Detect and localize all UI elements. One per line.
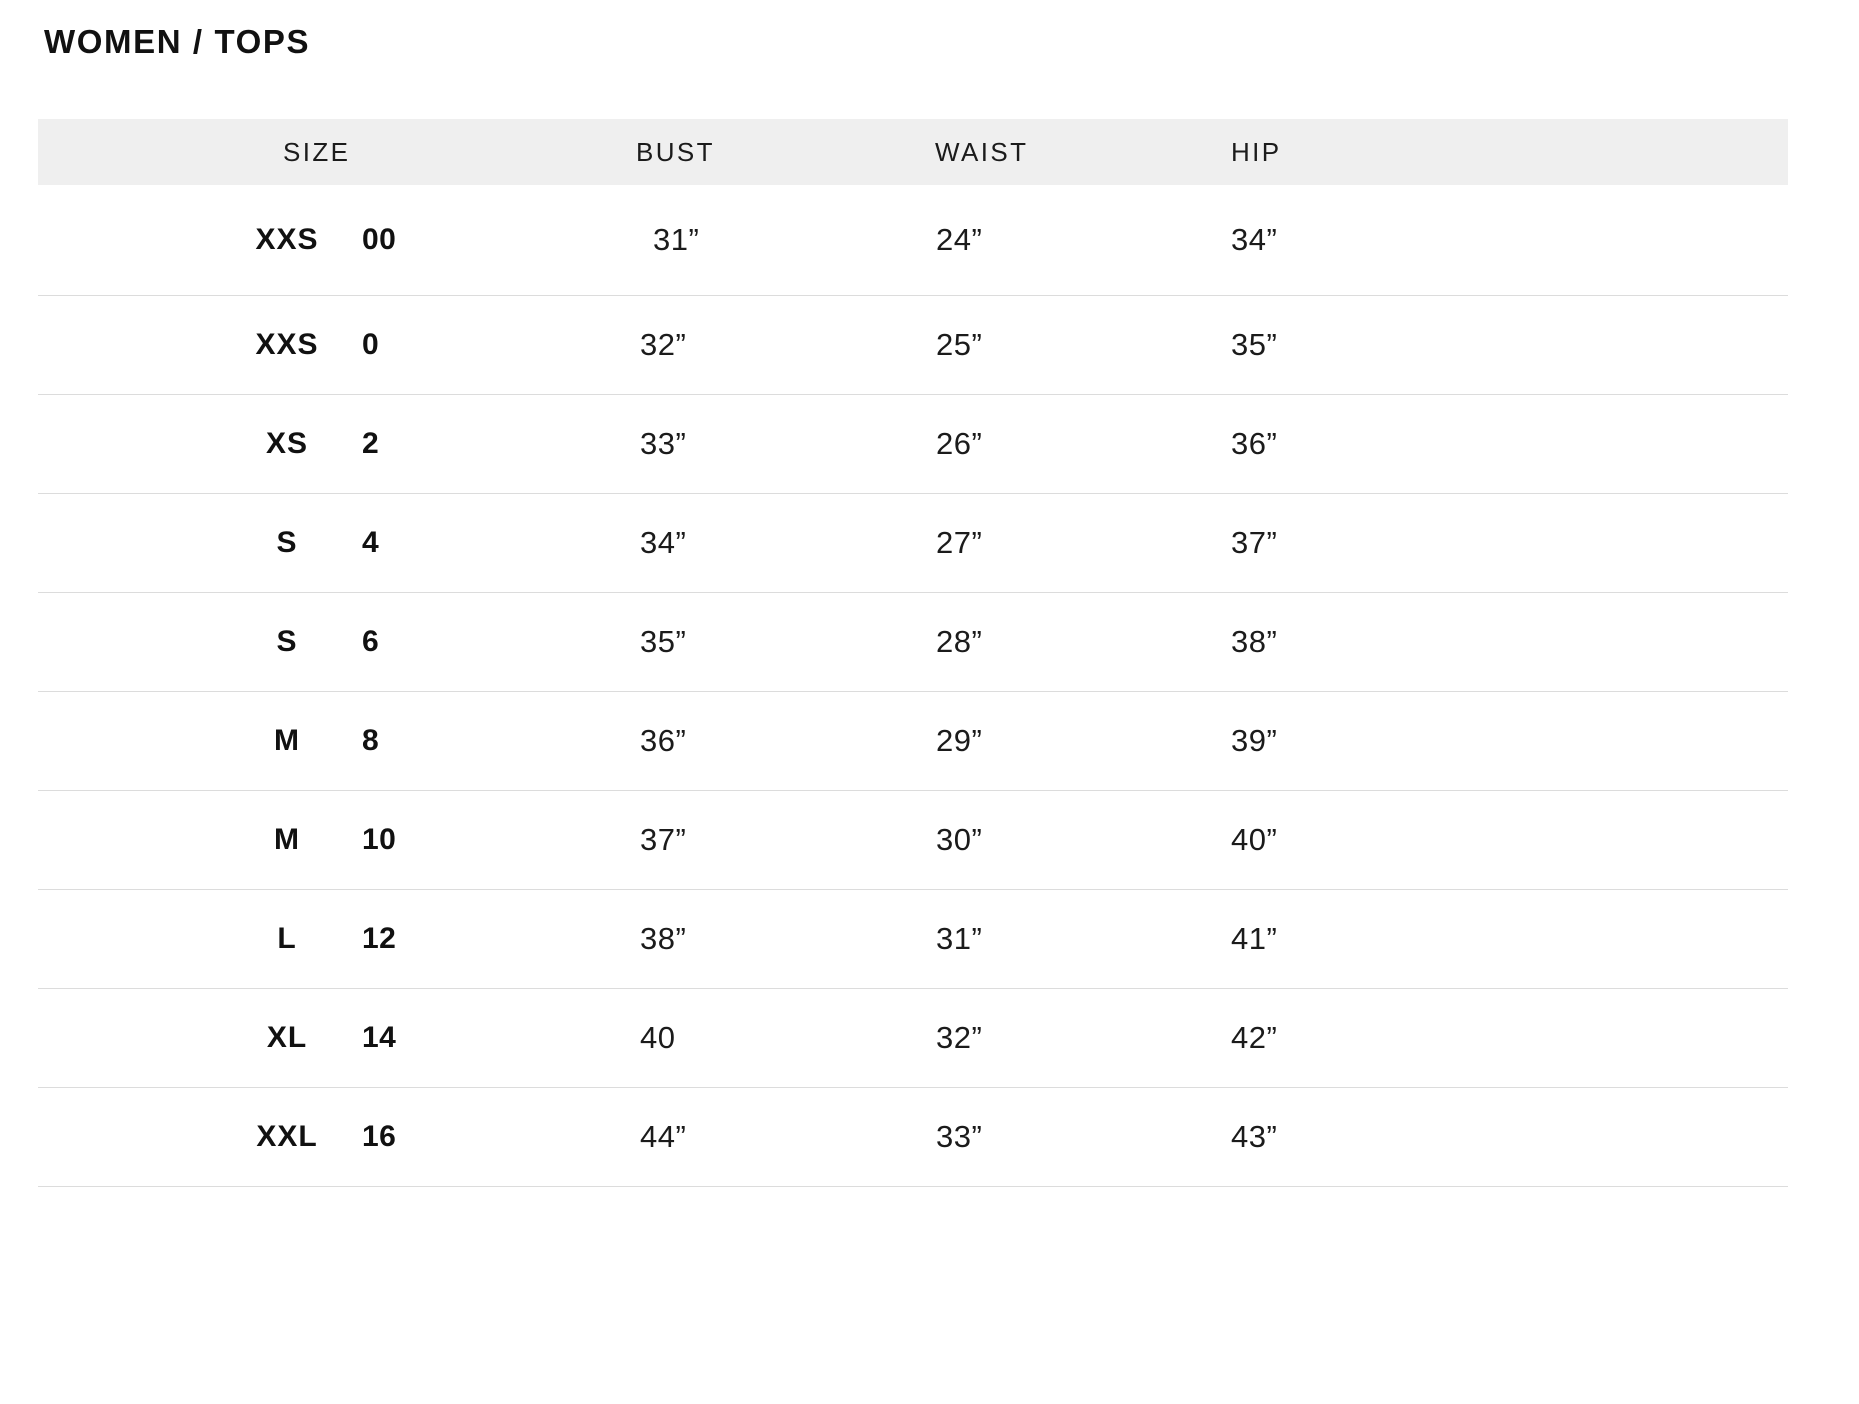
table-row: XS 2 33” 26” 36” (38, 395, 1788, 494)
size-numeric-label: 2 (362, 427, 380, 460)
cell-waist: 30” (936, 822, 983, 857)
cell-size: M 10 (38, 823, 573, 857)
size-alpha-label: XS (265, 427, 309, 460)
cell-bust: 33” (640, 426, 687, 461)
column-header-size: SIZE (283, 136, 351, 167)
size-alpha-label: M (274, 724, 300, 757)
cell-size: XS 2 (38, 427, 573, 461)
table-row: XXS 00 31” 24” 34” (38, 185, 1788, 296)
cell-size: XXS 0 (38, 328, 573, 362)
cell-size: S 4 (38, 526, 573, 560)
cell-waist: 26” (936, 426, 983, 461)
size-alpha-label: M (274, 823, 300, 856)
size-alpha-label: XXS (255, 328, 319, 361)
cell-waist: 31” (936, 921, 983, 956)
cell-hip: 37” (1231, 525, 1278, 560)
cell-waist: 29” (936, 723, 983, 758)
size-numeric-label: 00 (362, 223, 397, 256)
cell-waist: 24” (936, 222, 983, 257)
size-alpha-label: XL (266, 1021, 308, 1054)
cell-bust: 40 (640, 1020, 676, 1055)
cell-bust: 32” (640, 327, 687, 362)
table-row: M 8 36” 29” 39” (38, 692, 1788, 791)
cell-size: S 6 (38, 625, 573, 659)
size-numeric-label: 16 (362, 1120, 397, 1153)
cell-size: XXL 16 (38, 1120, 573, 1154)
cell-waist: 33” (936, 1119, 983, 1154)
size-alpha-label: L (277, 922, 297, 955)
size-numeric-label: 12 (362, 922, 397, 955)
cell-hip: 38” (1231, 624, 1278, 659)
table-row: XXS 0 32” 25” 35” (38, 296, 1788, 395)
cell-waist: 27” (936, 525, 983, 560)
cell-waist: 32” (936, 1020, 983, 1055)
column-header-waist: WAIST (935, 136, 1029, 167)
cell-hip: 41” (1231, 921, 1278, 956)
size-alpha-label: XXL (256, 1120, 318, 1153)
page-title: WOMEN / TOPS (44, 23, 311, 60)
size-numeric-label: 4 (362, 526, 380, 559)
cell-waist: 28” (936, 624, 983, 659)
column-header-bust: BUST (636, 136, 715, 167)
size-numeric-label: 0 (362, 328, 380, 361)
cell-hip: 35” (1231, 327, 1278, 362)
cell-waist: 25” (936, 327, 983, 362)
cell-bust: 35” (640, 624, 687, 659)
cell-bust: 38” (640, 921, 687, 956)
table-row: L 12 38” 31” 41” (38, 890, 1788, 989)
table-body: XXS 00 31” 24” 34” XXS 0 32” 25” 35” XS (38, 185, 1788, 1187)
table-header-row: SIZE BUST WAIST HIP (38, 119, 1788, 185)
cell-hip: 42” (1231, 1020, 1278, 1055)
size-chart-table: SIZE BUST WAIST HIP XXS 00 31” 24” 34” X… (38, 119, 1788, 1187)
size-numeric-label: 10 (362, 823, 397, 856)
size-alpha-label: S (276, 625, 298, 658)
cell-hip: 34” (1231, 222, 1278, 257)
table-row: S 4 34” 27” 37” (38, 494, 1788, 593)
cell-hip: 36” (1231, 426, 1278, 461)
cell-size: XL 14 (38, 1021, 573, 1055)
cell-bust: 31” (653, 222, 700, 257)
cell-bust: 44” (640, 1119, 687, 1154)
cell-bust: 36” (640, 723, 687, 758)
cell-hip: 39” (1231, 723, 1278, 758)
cell-hip: 40” (1231, 822, 1278, 857)
cell-size: L 12 (38, 922, 573, 956)
cell-hip: 43” (1231, 1119, 1278, 1154)
cell-size: M 8 (38, 724, 573, 758)
cell-bust: 34” (640, 525, 687, 560)
size-numeric-label: 14 (362, 1021, 397, 1054)
size-alpha-label: S (276, 526, 298, 559)
table-row: M 10 37” 30” 40” (38, 791, 1788, 890)
table-row: S 6 35” 28” 38” (38, 593, 1788, 692)
size-numeric-label: 8 (362, 724, 380, 757)
cell-size: XXS 00 (38, 223, 573, 257)
column-header-hip: HIP (1231, 136, 1282, 167)
table-row: XL 14 40 32” 42” (38, 989, 1788, 1088)
size-numeric-label: 6 (362, 625, 380, 658)
cell-bust: 37” (640, 822, 687, 857)
size-alpha-label: XXS (255, 223, 319, 256)
table-row: XXL 16 44” 33” 43” (38, 1088, 1788, 1187)
